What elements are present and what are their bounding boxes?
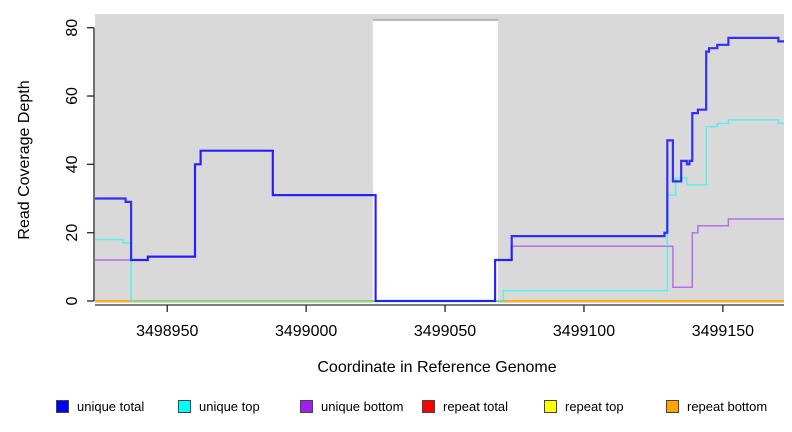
legend-label: repeat bottom bbox=[687, 399, 768, 414]
y-tick-label: 0 bbox=[64, 296, 81, 305]
legend: unique total unique top unique bottom repea… bbox=[56, 399, 788, 414]
x-tick-label: 3499150 bbox=[692, 323, 754, 340]
series-unique-total-line bbox=[95, 36, 784, 303]
legend-swatch-unique-bottom bbox=[300, 400, 313, 413]
legend-label: unique top bbox=[199, 399, 260, 414]
legend-item-unique-top: unique top bbox=[178, 399, 300, 414]
legend-label: unique total bbox=[77, 399, 145, 414]
legend-item-unique-bottom: unique bottom bbox=[300, 399, 422, 414]
x-tick-label: 3499100 bbox=[553, 323, 615, 340]
legend-item-unique-total: unique total bbox=[56, 399, 178, 414]
no-data-region bbox=[372, 20, 498, 303]
legend-swatch-unique-top bbox=[178, 400, 191, 413]
x-tick-label: 3498950 bbox=[136, 323, 198, 340]
legend-label: unique bottom bbox=[321, 399, 404, 414]
legend-label: repeat total bbox=[443, 399, 509, 414]
legend-swatch-repeat-total bbox=[422, 400, 435, 413]
y-tick-label: 40 bbox=[64, 155, 81, 173]
y-axis-title: Read Coverage Depth bbox=[16, 80, 33, 239]
y-tick-label: 80 bbox=[64, 19, 81, 37]
legend-item-repeat-bottom: repeat bottom bbox=[666, 399, 788, 414]
legend-label: repeat top bbox=[565, 399, 624, 414]
x-axis-title: Coordinate in Reference Genome bbox=[317, 359, 556, 376]
y-tick-label: 20 bbox=[64, 224, 81, 242]
legend-item-repeat-total: repeat total bbox=[422, 399, 544, 414]
legend-item-repeat-top: repeat top bbox=[544, 399, 666, 414]
legend-swatch-unique-total bbox=[56, 400, 69, 413]
legend-swatch-repeat-top bbox=[544, 400, 557, 413]
y-tick-label: 60 bbox=[64, 87, 81, 105]
x-tick-label: 3499000 bbox=[275, 323, 337, 340]
x-tick-label: 3499050 bbox=[414, 323, 476, 340]
legend-swatch-repeat-bottom bbox=[666, 400, 679, 413]
